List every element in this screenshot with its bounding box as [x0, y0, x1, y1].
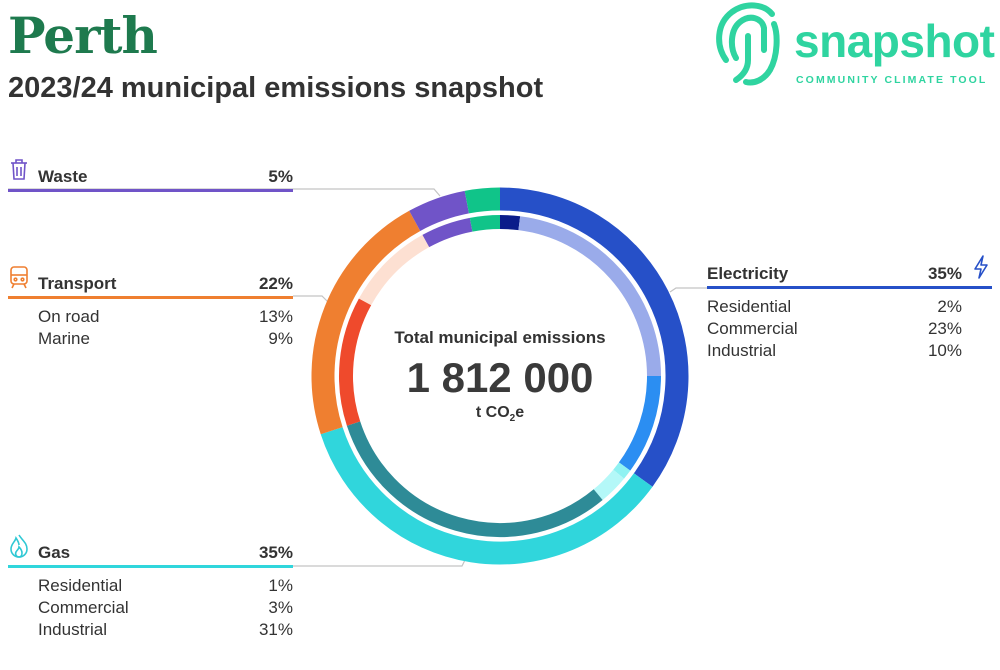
segment-transport-on-road — [339, 298, 372, 426]
segment-electricity — [499, 187, 689, 487]
waste-label: Waste — [38, 167, 88, 186]
segment-gas-residential — [613, 462, 631, 479]
electricity-percent: 35% — [927, 264, 962, 283]
segment-gas-commercial — [593, 469, 625, 501]
segment-transport-marine — [358, 234, 430, 306]
segment-electricity-residential — [499, 214, 521, 231]
segment-gas — [320, 427, 653, 565]
gas-row: Residential 1% — [38, 576, 293, 595]
segment-transport — [311, 210, 421, 435]
snapshot-logo: snapshot COMMUNITY CLIMATE TOOL — [712, 0, 1000, 90]
transport-percent: 22% — [258, 274, 293, 293]
gas-percent: 35% — [258, 543, 293, 562]
lightning-icon — [974, 255, 988, 279]
total-emissions-unit: t CO2e — [475, 404, 525, 425]
leader-transport — [293, 295, 329, 303]
fingerprint-icon — [716, 2, 780, 86]
segment-waste — [409, 190, 470, 232]
transport-label: Transport — [38, 274, 117, 293]
trash-icon — [11, 159, 27, 180]
waste-percent: 5% — [268, 167, 293, 186]
segment-other-inner — [469, 215, 501, 232]
page-title: Perth — [8, 6, 158, 65]
logo-tagline: COMMUNITY CLIMATE TOOL — [796, 74, 988, 86]
segment-other — [464, 187, 501, 214]
segment-waste-inner — [422, 217, 473, 248]
center-title: Total municipal emissions — [394, 328, 606, 347]
gas-label: Gas — [38, 543, 71, 562]
legend-electricity: Electricity 35% Residential 2% Commercia… — [707, 255, 992, 363]
legend-transport: Transport 22% On road 13% Marine 9% — [8, 266, 293, 351]
subsector-ring — [339, 214, 661, 537]
electricity-row: Industrial 10% — [707, 341, 962, 360]
segment-electricity-industrial — [618, 375, 661, 471]
flame-icon — [10, 534, 28, 558]
segment-gas-industrial — [346, 421, 603, 537]
total-emissions-value: 1 812 000 — [406, 354, 594, 401]
transport-row: On road 13% — [38, 307, 293, 326]
electricity-row: Residential 2% — [707, 297, 962, 316]
logo-wordmark: snapshot — [794, 15, 995, 67]
sector-ring — [311, 187, 689, 565]
legend-gas: Gas 35% Residential 1% Commercial 3% Ind… — [8, 534, 293, 642]
legend-waste: Waste 5% — [8, 159, 293, 192]
electricity-label: Electricity — [707, 264, 789, 283]
gas-row: Commercial 3% — [38, 598, 293, 617]
gas-row: Industrial 31% — [38, 620, 293, 639]
train-icon — [10, 266, 28, 289]
page-subtitle: 2023/24 municipal emissions snapshot — [8, 72, 544, 104]
electricity-row: Commercial 23% — [707, 319, 962, 338]
transport-row: Marine 9% — [38, 329, 293, 348]
segment-electricity-commercial — [518, 216, 661, 377]
